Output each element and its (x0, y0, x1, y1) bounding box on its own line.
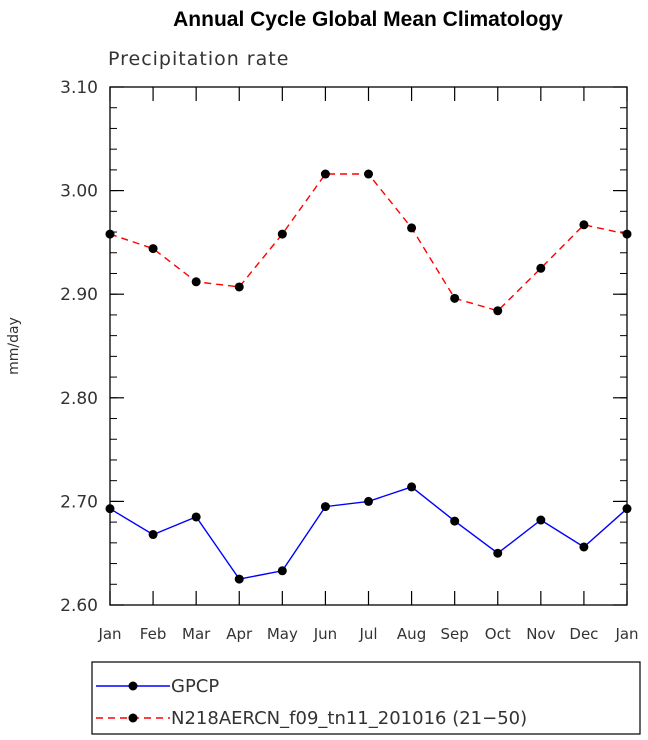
x-tick-label: Mar (182, 625, 211, 643)
legend-items: GPCP N218AERCN_f09_tn11_201016 (21−50) (96, 676, 527, 729)
y-tick-label: 2.70 (60, 492, 98, 512)
x-tick-label: Jun (313, 625, 337, 643)
x-tick-label: Apr (226, 625, 253, 643)
data-point (407, 482, 417, 492)
x-tick-label: Aug (397, 625, 426, 643)
data-point (148, 530, 158, 540)
x-tick-label: Jul (358, 625, 377, 643)
y-tick-label: 3.00 (60, 182, 98, 202)
x-tick-label: Feb (140, 625, 167, 643)
data-point (320, 169, 330, 179)
legend: GPCP N218AERCN_f09_tn11_201016 (21−50) (91, 661, 641, 735)
data-point (536, 515, 546, 525)
legend-swatch-marker (128, 681, 138, 691)
legend-box (91, 661, 641, 735)
data-point (234, 282, 244, 292)
data-point (622, 229, 632, 239)
data-point (493, 306, 503, 316)
y-tick-label: 2.60 (60, 596, 98, 616)
y-axis-title: mm/day (6, 317, 22, 375)
data-point (105, 229, 115, 239)
legend-label: GPCP (171, 676, 219, 697)
x-tick-label: May (267, 625, 298, 643)
legend-label: N218AERCN_f09_tn11_201016 (21−50) (171, 708, 527, 729)
y-axis-labels: 2.60 2.70 2.80 2.90 3.00 3.10 (60, 78, 98, 616)
x-tick-label: Dec (569, 625, 598, 643)
axis-ticks (109, 86, 628, 606)
x-tick-label: Jan (614, 625, 638, 643)
y-tick-label: 3.10 (60, 78, 98, 98)
data-point (191, 277, 201, 287)
data-point (579, 542, 589, 552)
data-point (579, 220, 589, 230)
data-point (234, 574, 244, 584)
data-point (493, 548, 503, 558)
series-line (109, 173, 628, 312)
x-tick-label: Oct (485, 625, 511, 643)
data-point (364, 169, 373, 179)
y-tick-label: 2.80 (60, 389, 98, 409)
data-point (450, 293, 460, 303)
data-point (320, 502, 330, 512)
data-point (277, 229, 287, 239)
x-tick-label: Jan (97, 625, 121, 643)
y-tick-label: 2.90 (60, 285, 98, 305)
data-point (277, 566, 287, 576)
data-point (622, 504, 632, 514)
plot-frame (109, 86, 628, 606)
x-tick-label: Sep (441, 625, 469, 643)
chart-title: Annual Cycle Global Mean Climatology (173, 8, 563, 31)
series-1 (105, 169, 632, 316)
data-point (536, 263, 546, 273)
series-layer (105, 169, 632, 584)
legend-swatch-marker (128, 713, 138, 723)
data-point (407, 223, 417, 233)
chart-subtitle: Precipitation rate (108, 48, 289, 70)
x-axis-labels: Jan Feb Mar Apr May Jun Jul Aug Sep Oct Nov Dec Jan (97, 625, 638, 643)
data-point (191, 512, 201, 522)
data-point (148, 244, 158, 254)
data-point (450, 516, 460, 526)
x-tick-label: Nov (526, 625, 555, 643)
data-point (364, 496, 373, 506)
series-0 (105, 482, 632, 584)
data-point (105, 504, 115, 514)
